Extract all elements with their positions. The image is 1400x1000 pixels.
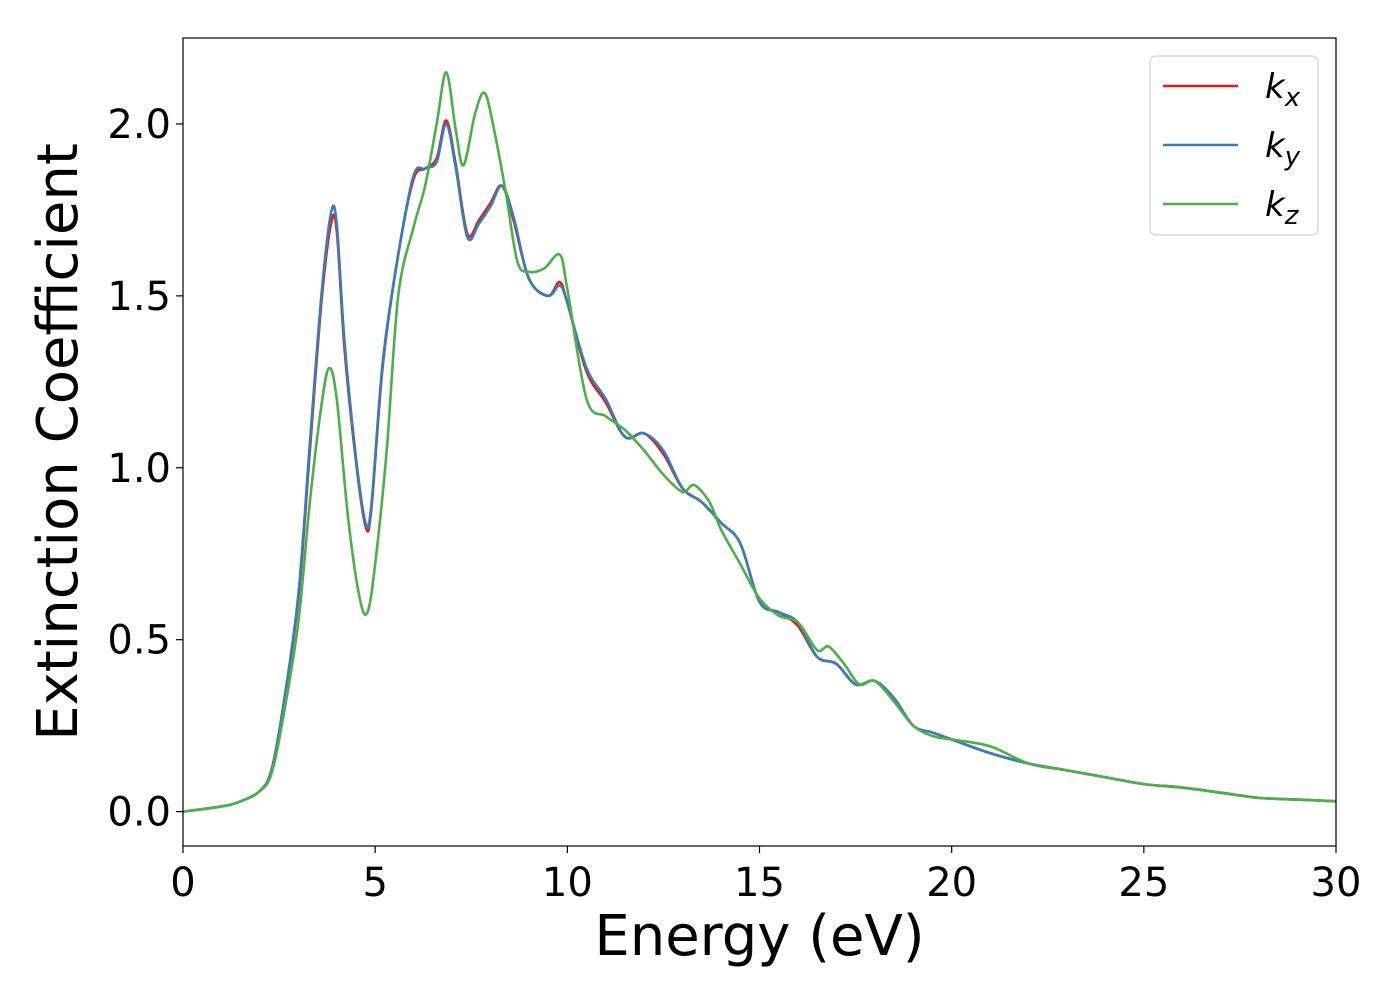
x-tick-label: 5 [362,860,387,906]
legend-label-ky: ky [1265,126,1301,172]
x-axis-ticks: 0 5 10 15 20 25 30 [170,846,1361,906]
x-tick-label: 25 [1118,860,1169,906]
x-axis-label: Energy (eV) [594,904,924,969]
series-layer [182,71,1337,813]
legend-label-kx: kx [1265,67,1301,113]
y-tick-label: 2.0 [107,102,171,148]
x-tick-label: 10 [542,860,593,906]
x-tick-label: 0 [170,860,195,906]
series-line-kz [182,71,1337,813]
legend: kx ky kz [1149,55,1319,236]
legend-items: kx ky kz [1163,67,1301,231]
y-tick-label: 1.5 [107,274,171,320]
y-tick-label: 0.0 [107,790,171,836]
series-line-ky [182,122,1337,813]
y-axis-label: Extinction Coefficient [26,143,91,741]
x-tick-label: 20 [926,860,977,906]
legend-label-kz: kz [1265,185,1300,231]
y-tick-label: 1.0 [107,446,171,492]
y-axis-ticks: 0.0 0.5 1.0 1.5 2.0 [107,102,183,836]
x-tick-label: 30 [1311,860,1362,906]
y-tick-label: 0.5 [107,618,171,664]
x-tick-label: 15 [734,860,785,906]
